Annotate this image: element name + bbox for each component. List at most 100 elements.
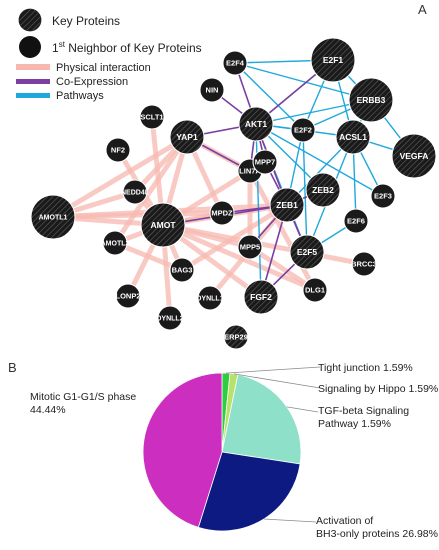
node-dlg1: DLG1 [302, 277, 328, 303]
node-fgf2-circle [243, 279, 279, 315]
node-vegfa: VEGFA [391, 133, 437, 179]
pie-label-2: TGF-beta Signaling Pathway 1.59% [318, 405, 409, 430]
edge-physical-yap1-amotl1 [50, 134, 190, 220]
node-erbb3: ERBB3 [348, 77, 394, 123]
node-nedd4l-label: NEDD4L [121, 189, 150, 196]
node-e2f1: E2F1 [310, 37, 356, 83]
pie-leader-1 [233, 373, 321, 389]
node-e2f5-circle [289, 234, 325, 270]
pie-label-1: Signaling by Hippo 1.59% [318, 383, 438, 395]
pie-slice-2 [221, 374, 302, 465]
node-mpp5-circle [237, 234, 263, 260]
node-nedd4l: NEDD4L [121, 179, 150, 205]
node-mpdz-circle [209, 200, 235, 226]
legend-first-neighbor-rest: Neighbor of Key Proteins [65, 41, 202, 55]
node-zeb1-circle [269, 187, 305, 223]
legend-first-neighbor-sup: st [59, 40, 66, 49]
node-brcc3-label: BRCC3 [351, 260, 377, 269]
node-dynll1: DYNLL1 [196, 285, 224, 311]
node-acsl1: ACSL1 [335, 119, 371, 155]
edge-pathways-e2f4-e2f2 [234, 62, 304, 131]
legend-physical: Physical interaction [56, 62, 151, 74]
node-e2f5: E2F5 [289, 234, 325, 270]
node-erp29-circle [223, 324, 249, 350]
legend-pathways-swatch [16, 93, 50, 98]
node-yap1-circle [169, 119, 205, 155]
node-mpp7: MPP7 [252, 149, 278, 175]
node-nedd4l-circle [122, 179, 148, 205]
node-mpdz-label: MPDZ [211, 209, 233, 218]
node-amot: AMOT [140, 202, 186, 248]
node-e2f3: E2F3 [370, 183, 396, 209]
node-vegfa-label: VEGFA [400, 151, 429, 161]
legend-pathways: Pathways [56, 90, 104, 102]
pie-leader-3 [263, 518, 317, 523]
pie-label-2-line2: Pathway 1.59% [318, 418, 391, 430]
node-erp29: ERP29 [223, 324, 249, 350]
pie-label-0: Tight junction 1.59% [318, 362, 413, 374]
node-nin: NIN [199, 77, 225, 103]
legend-key-proteins: Key Proteins [52, 14, 120, 28]
node-e2f4-circle [222, 50, 248, 76]
pie-label-1-line1: Signaling by Hippo 1.59% [318, 383, 438, 395]
pie-leader-0 [225, 366, 321, 374]
node-bag3-label: BAG3 [172, 266, 193, 275]
node-dynll1-label: DYNLL1 [196, 295, 223, 302]
edge-physical-amot-brcc3 [160, 222, 367, 267]
node-yap1-label: YAP1 [176, 132, 198, 142]
node-e2f2-label: E2F2 [294, 126, 312, 135]
legend-physical-swatch [16, 64, 50, 70]
node-amot-label: AMOT [150, 220, 176, 230]
node-zeb2: ZEB2 [305, 172, 341, 208]
node-mpp7-circle [252, 149, 278, 175]
node-e2f6: E2F6 [343, 208, 369, 234]
node-mpp5-label: MPP5 [240, 243, 260, 252]
pie-label-2-line1: TGF-beta Signaling [318, 405, 409, 417]
legend-coexpression-swatch [16, 79, 50, 84]
node-e2f4-label: E2F4 [226, 59, 245, 68]
pie-label-3-line2: BH3-only proteins 26.98% [316, 528, 438, 540]
node-nf2-label: NF2 [111, 146, 125, 155]
node-yap1: YAP1 [169, 119, 205, 155]
node-e2f2-circle [290, 117, 316, 143]
legend-coexpression: Co-Expression [56, 76, 128, 88]
edge-physical-mpp5-dlg1 [247, 244, 318, 293]
edge-physical-yap1-amotl2 [112, 134, 190, 246]
pie-chart [142, 372, 302, 532]
node-mpdz: MPDZ [209, 200, 235, 226]
node-nf2-circle [105, 137, 131, 163]
panel-b-pie: B Tight junction 1.59% Signaling by Hippo… [8, 360, 438, 540]
node-erbb3-circle [348, 77, 394, 123]
edge-pathways-e2f4-erbb3 [234, 62, 372, 101]
node-sclt1-label: SCLT1 [140, 113, 163, 122]
node-sclt1: SCLT1 [139, 104, 165, 130]
edge-physical-lin7a-dlg1 [247, 168, 318, 293]
panel-b-label: B [8, 360, 17, 375]
node-zeb2-label: ZEB2 [312, 185, 334, 195]
node-fgf2-label: FGF2 [250, 292, 272, 302]
node-dlg1-label: DLG1 [305, 286, 325, 295]
edge-pathways-e2f2-e2f5 [302, 129, 308, 253]
node-lonp2-label: LONP2 [115, 292, 140, 301]
node-amotl2: AMOTL2 [101, 230, 130, 256]
node-zeb1: ZEB1 [269, 187, 305, 223]
node-dynll2-circle [157, 305, 183, 331]
node-e2f5-label: E2F5 [297, 247, 318, 257]
node-dlg1-circle [302, 277, 328, 303]
node-fgf2: FGF2 [243, 279, 279, 315]
node-sclt1-circle [139, 104, 165, 130]
pie-label-0-line1: Tight junction 1.59% [318, 362, 413, 374]
node-e2f1-label: E2F1 [323, 55, 344, 65]
node-e2f2: E2F2 [290, 117, 316, 143]
node-brcc3: BRCC3 [351, 251, 377, 277]
pie-label-3: Activation of BH3-only proteins 26.98% [316, 515, 438, 540]
node-e2f6-label: E2F6 [347, 217, 365, 226]
node-nin-circle [199, 77, 225, 103]
node-e2f1-circle [310, 37, 356, 83]
node-lin7a-label: LIN7A [239, 167, 261, 176]
edge-physical-zeb1-bag3 [179, 202, 290, 273]
node-dynll2-label: DYNLL2 [156, 315, 183, 322]
node-amotl2-label: AMOTL2 [101, 240, 130, 247]
legend-first-neighbor-number: 1 [52, 41, 59, 55]
